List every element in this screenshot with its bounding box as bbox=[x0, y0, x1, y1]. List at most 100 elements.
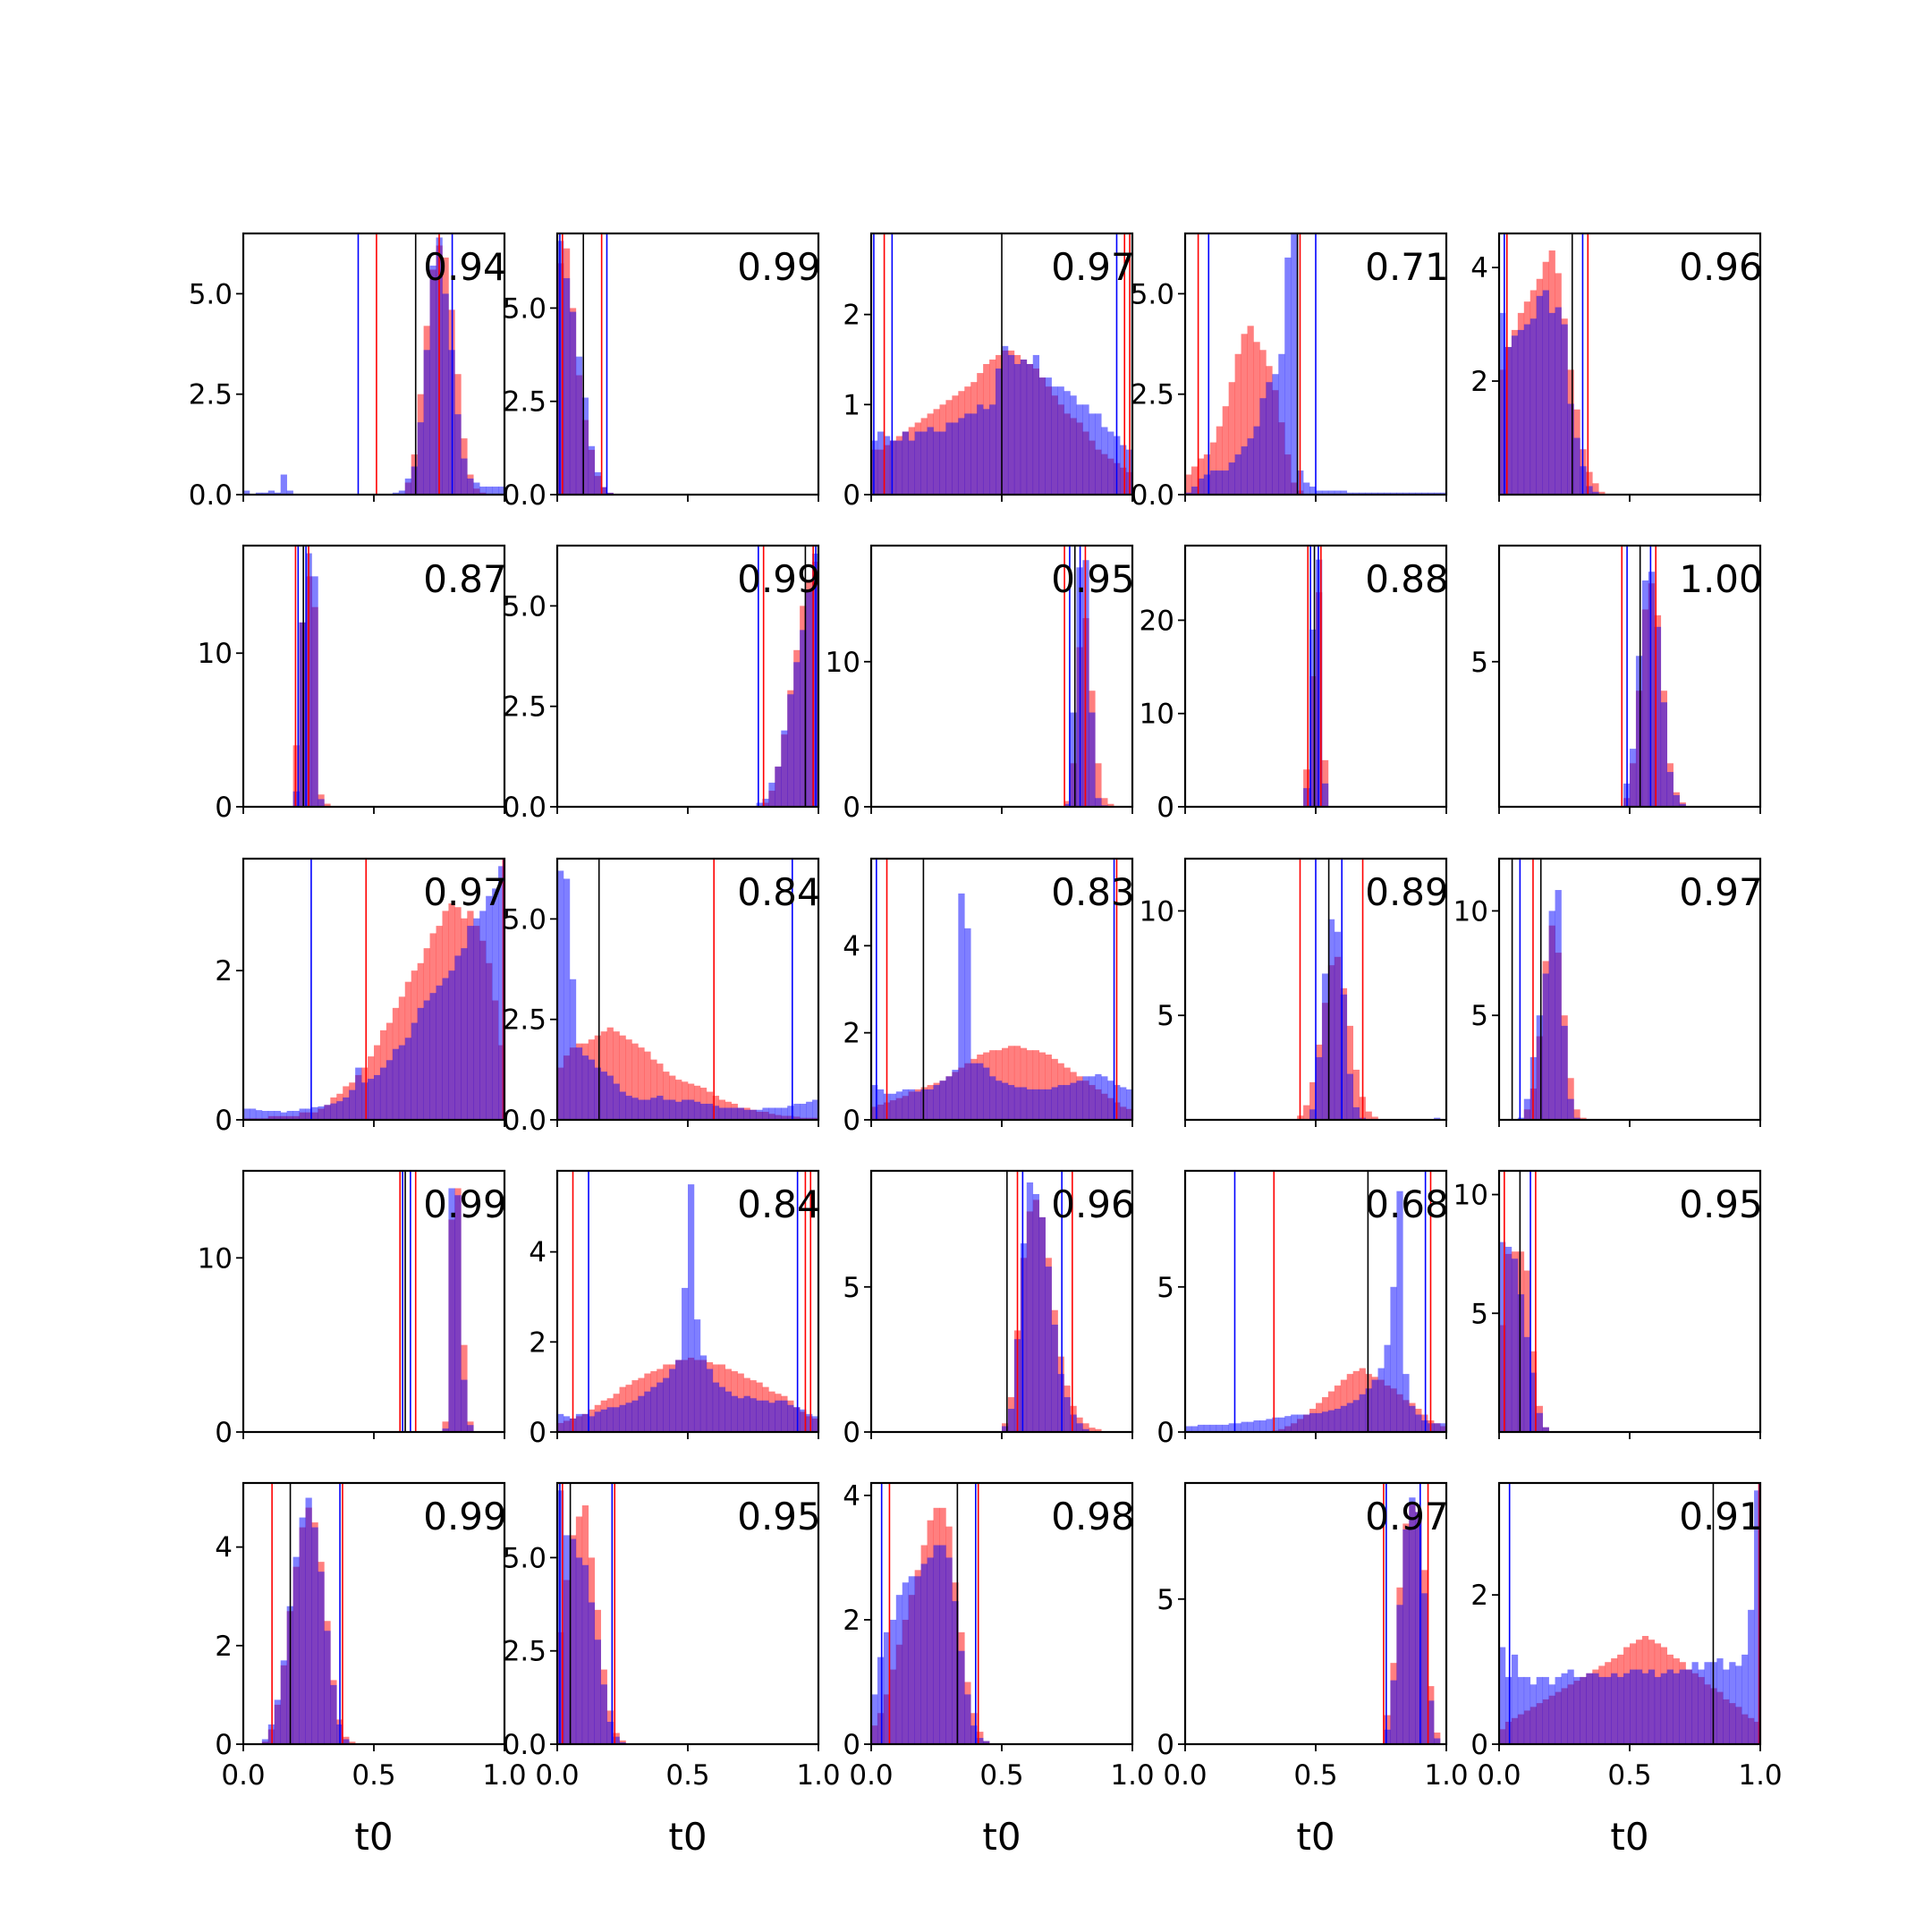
blue-histogram-bar bbox=[1530, 1684, 1538, 1744]
blue-histogram-bar bbox=[280, 474, 287, 495]
x-axis-label: t0 bbox=[354, 1815, 393, 1859]
blue-histogram-bar bbox=[800, 1409, 807, 1432]
subplot-value-label: 0.84 bbox=[737, 1182, 821, 1226]
subplot-23: 0 2 4 0.0 0.5 1.0 0.98 t0 bbox=[843, 1480, 1154, 1859]
red-histogram-bar bbox=[1089, 1428, 1096, 1432]
blue-histogram-bar bbox=[1278, 353, 1285, 495]
blue-histogram-bar bbox=[1032, 354, 1040, 495]
blue-histogram-bar bbox=[379, 1067, 387, 1120]
blue-histogram-bar bbox=[613, 1407, 620, 1432]
blue-histogram-bar bbox=[920, 1089, 928, 1120]
y-tick-label: 5.0 bbox=[503, 590, 547, 623]
blue-histogram-bar bbox=[1070, 1414, 1077, 1432]
blue-histogram-bar bbox=[398, 490, 406, 495]
y-tick-label: 2 bbox=[843, 1605, 860, 1637]
blue-histogram-bar bbox=[343, 1739, 350, 1744]
y-tick-label: 0 bbox=[1157, 1417, 1174, 1449]
y-tick-label: 20 bbox=[1140, 605, 1174, 637]
blue-histogram-bar bbox=[1641, 1673, 1649, 1744]
subplot-value-label: 0.99 bbox=[737, 557, 821, 601]
y-tick-label: 5.0 bbox=[503, 1542, 547, 1574]
blue-histogram-bar bbox=[787, 694, 794, 807]
blue-histogram-bar bbox=[1216, 470, 1224, 495]
subplot-plot-area bbox=[292, 546, 331, 807]
y-tick-label: 0.0 bbox=[503, 1105, 547, 1137]
blue-histogram-bar bbox=[1309, 629, 1317, 807]
subplot-22: 0.0 2.5 5.0 0.0 0.5 1.0 0.95 t0 bbox=[503, 1481, 841, 1859]
blue-histogram-bar bbox=[1561, 324, 1568, 495]
blue-histogram-bar bbox=[292, 791, 300, 807]
blue-histogram-bar bbox=[305, 1108, 312, 1120]
blue-histogram-bar bbox=[989, 404, 996, 495]
blue-histogram-bar bbox=[1032, 1193, 1040, 1432]
y-tick-label: 2 bbox=[215, 955, 233, 987]
subplot-value-label: 0.99 bbox=[737, 245, 821, 289]
x-tick-label: 0.0 bbox=[849, 1759, 893, 1792]
blue-histogram-bar bbox=[977, 1738, 984, 1744]
blue-histogram-bar bbox=[657, 1382, 664, 1432]
blue-histogram-bar bbox=[1523, 1336, 1531, 1432]
y-tick-label: 2 bbox=[843, 1018, 860, 1050]
blue-histogram-bar bbox=[1654, 626, 1662, 807]
blue-histogram-bar bbox=[731, 1107, 738, 1120]
blue-histogram-bar bbox=[914, 1576, 921, 1744]
blue-histogram-bar bbox=[724, 1391, 732, 1432]
blue-histogram-bar bbox=[330, 1684, 337, 1744]
blue-histogram-bar bbox=[638, 1395, 645, 1432]
blue-histogram-bar bbox=[1241, 446, 1248, 495]
subplot-plot-area bbox=[243, 859, 504, 1120]
blue-histogram-bar bbox=[1548, 1684, 1555, 1744]
blue-histogram-bar bbox=[243, 1108, 250, 1120]
blue-histogram-bar bbox=[594, 1067, 601, 1120]
blue-histogram-bar bbox=[1648, 1669, 1656, 1744]
blue-histogram-bar bbox=[1359, 1394, 1366, 1432]
y-tick-label: 4 bbox=[215, 1532, 233, 1564]
subplot-16: 0 10 0.99 bbox=[198, 1169, 507, 1449]
subplot-plot-area bbox=[871, 233, 1132, 495]
blue-histogram-bar bbox=[606, 1721, 614, 1744]
blue-histogram-bar bbox=[1082, 1076, 1089, 1120]
red-histogram-bar bbox=[1216, 426, 1224, 495]
blue-histogram-bar bbox=[1573, 1117, 1580, 1120]
blue-histogram-bar bbox=[958, 893, 965, 1120]
blue-histogram-bar bbox=[650, 1386, 657, 1432]
blue-histogram-bar bbox=[1309, 1412, 1317, 1432]
blue-histogram-bar bbox=[1359, 492, 1366, 495]
blue-histogram-bar bbox=[1070, 395, 1077, 495]
y-tick-label: 0 bbox=[215, 792, 233, 824]
blue-histogram-bar bbox=[1396, 1605, 1403, 1744]
blue-histogram-bar bbox=[1605, 1676, 1612, 1744]
subplot-plot-area bbox=[1002, 1171, 1102, 1432]
x-tick-label: 0.5 bbox=[352, 1759, 395, 1792]
blue-histogram-bar bbox=[768, 783, 775, 807]
blue-histogram-bar bbox=[1440, 492, 1446, 495]
blue-histogram-bar bbox=[644, 1099, 651, 1120]
blue-histogram-bar bbox=[1002, 1426, 1009, 1432]
subplot-plot-area bbox=[261, 1483, 356, 1744]
blue-histogram-bar bbox=[1396, 492, 1403, 495]
red-histogram-bar bbox=[1032, 1050, 1040, 1120]
y-tick-label: 0 bbox=[843, 1729, 860, 1761]
x-axis-label: t0 bbox=[1296, 1815, 1335, 1859]
y-tick-label: 10 bbox=[198, 1242, 233, 1275]
blue-histogram-bar bbox=[762, 1107, 769, 1120]
blue-histogram-bar bbox=[1045, 377, 1052, 495]
blue-histogram-bar bbox=[581, 1564, 589, 1744]
blue-histogram-bar bbox=[1234, 454, 1241, 495]
red-histogram-bar bbox=[1234, 353, 1241, 495]
blue-histogram-bar bbox=[631, 1097, 639, 1120]
blue-histogram-bar bbox=[619, 1404, 626, 1432]
blue-histogram-bar bbox=[274, 1699, 282, 1744]
blue-histogram-bar bbox=[355, 1067, 362, 1120]
y-tick-label: 2.5 bbox=[503, 1636, 547, 1668]
subplot-1: 0.0 2.5 5.0 0.94 bbox=[189, 232, 507, 512]
red-histogram-bar bbox=[1185, 474, 1192, 495]
blue-histogram-bar bbox=[1542, 973, 1549, 1120]
blue-histogram-bar bbox=[1026, 364, 1034, 495]
blue-histogram-bar bbox=[889, 440, 897, 495]
blue-histogram-bar bbox=[877, 1089, 885, 1120]
red-histogram-bar bbox=[1598, 491, 1606, 495]
y-tick-label: 0.0 bbox=[1131, 479, 1174, 512]
blue-histogram-bar bbox=[594, 471, 601, 495]
blue-histogram-bar bbox=[1057, 1374, 1064, 1432]
